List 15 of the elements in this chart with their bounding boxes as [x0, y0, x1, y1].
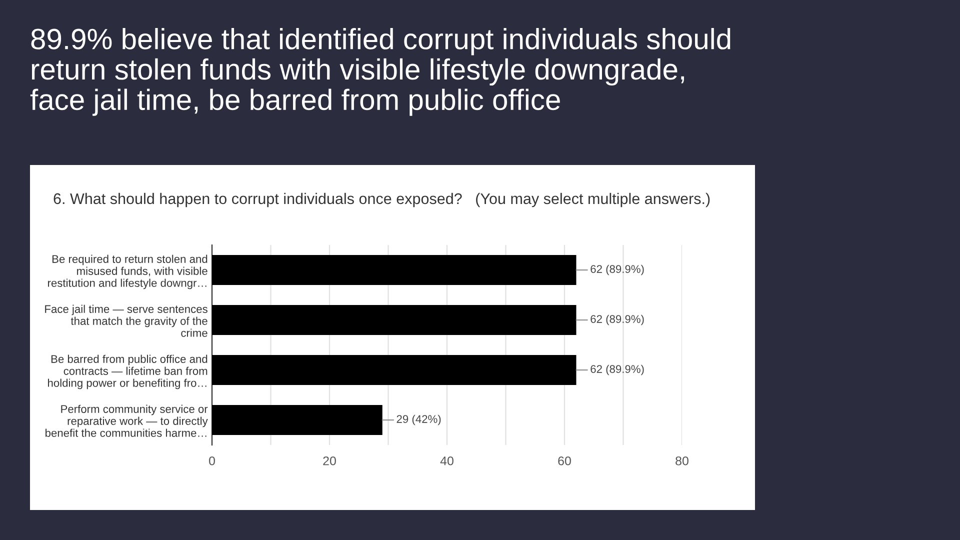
chart-subtitle: 6. What should happen to corrupt individuals once exposed? (You may select multiple answers.) [54, 192, 710, 208]
data-label: 62 (89.9%) [590, 264, 644, 276]
x-tick-label: 60 [558, 456, 571, 466]
y-tick-label: Be required to return stolen and misused funds, with visible restitution and lifestyle downgr… [48, 254, 208, 290]
y-tick-label: Perform community service or reparative work — to directly benefit the communities harme… [46, 404, 208, 437]
x-tick-label: 0 [209, 456, 215, 466]
y-tick-label: Be barred from public office and contracts — lifetime ban from holding power or benefiting fro… [48, 354, 208, 390]
data-label: 62 (89.9%) [590, 364, 644, 376]
x-tick-label: 80 [676, 456, 688, 466]
chart-title: 89.9% believe that identified corrupt individuals should return stolen funds with visible lifestyle downgrade, face jail time, be barred from public office [30, 28, 730, 116]
x-tick-label: 20 [323, 456, 336, 466]
y-tick-label: Face jail time — serve sentences that match the gravity of the crime [45, 304, 208, 337]
data-label: 62 (89.9%) [590, 314, 644, 326]
data-label: 29 (42%) [396, 414, 441, 426]
x-tick-label: 40 [440, 456, 454, 466]
